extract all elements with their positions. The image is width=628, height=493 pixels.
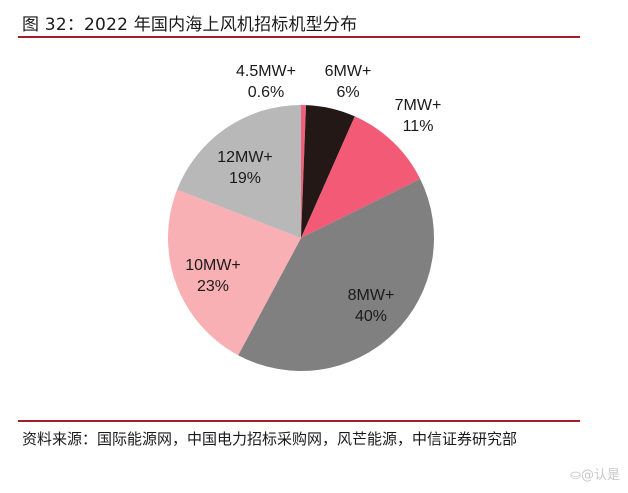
slice-value-label: 11%: [403, 118, 434, 135]
slice-value-label: 6%: [336, 84, 359, 101]
pie-slice-7mw: [301, 116, 421, 238]
pie-slices: [168, 104, 434, 371]
slice-name-label: 6MW+: [325, 63, 372, 80]
watermark: ⛀@认是: [570, 468, 620, 483]
figure-title: 图 32：2022 年国内海上风机招标机型分布: [22, 15, 358, 35]
slice-name-label: 7MW+: [395, 97, 442, 114]
pie-slice-12mw: [177, 104, 301, 238]
pie-slice-45mw: [301, 105, 307, 238]
slice-value-label: 40%: [355, 308, 387, 325]
slice-name-label: 8MW+: [348, 287, 395, 304]
slice-value-label: 23%: [197, 278, 229, 295]
pie-slice-10mw: [168, 189, 301, 356]
source-divider: [18, 420, 580, 422]
slice-name-label: 10MW+: [185, 257, 241, 274]
pie-labels: 4.5MW+ 0.6% 6MW+ 6% 7MW+ 11% 8MW+ 40% 10MW+ 23% 12…: [185, 63, 441, 325]
slice-value-label: 19%: [229, 170, 261, 187]
slice-value-label: 0.6%: [248, 84, 284, 101]
slice-name-label: 4.5MW+: [236, 63, 296, 80]
title-divider: [18, 36, 580, 38]
slice-name-label: 12MW+: [217, 149, 273, 166]
pie-slice-6mw: [301, 105, 355, 238]
source-note: 资料来源：国际能源网，中国电力招标采购网，风芒能源，中信证券研究部: [22, 430, 518, 448]
pie-slice-8mw: [238, 178, 434, 371]
